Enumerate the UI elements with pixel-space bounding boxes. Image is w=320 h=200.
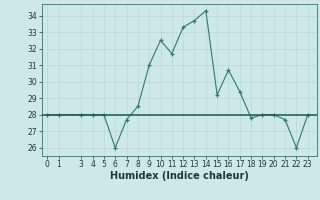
X-axis label: Humidex (Indice chaleur): Humidex (Indice chaleur) — [110, 171, 249, 181]
